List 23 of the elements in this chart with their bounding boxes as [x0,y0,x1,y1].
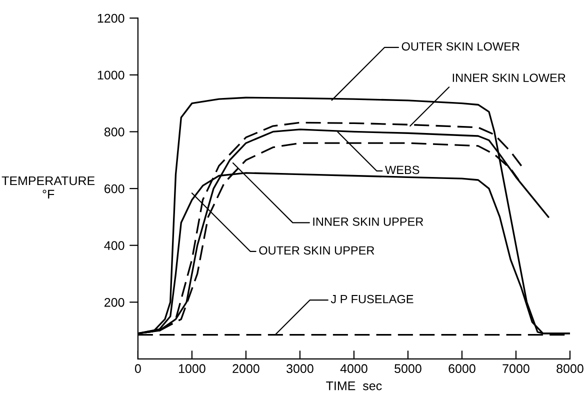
x-tick-label: 7000 [502,364,530,374]
y-tick-label: 200 [104,298,124,307]
x-tick-label: 2000 [232,364,260,374]
y-tick-label: 600 [104,184,124,194]
x-axis-title: TIME sec [326,382,382,390]
y-tick-label: 1000 [98,70,124,80]
annotation: INNER SKIN UPPER [313,218,424,226]
annotation: J P FUSELAGE [330,294,414,304]
y-tick-label: 1200 [98,14,124,23]
x-tick-label: 3000 [286,364,314,374]
y-tick-label: 400 [104,241,124,250]
annotation: OUTER SKIN UPPER [259,246,374,255]
y-tick-label: 800 [104,128,124,136]
x-tick-label: 0 [134,364,141,374]
annotation: OUTER SKIN LOWER [402,42,520,51]
x-tick-label: 1000 [179,364,206,374]
y-axis-title: TEMPERATURE °F [2,176,95,198]
x-tick-label: 6000 [448,364,476,374]
x-tick-label: 4000 [340,364,368,374]
x-tick-label: 5000 [394,364,422,374]
x-tick-label: 8000 [556,364,584,374]
annotation: WEBS [385,166,420,174]
annotation: INNER SKIN LOWER [452,74,566,82]
